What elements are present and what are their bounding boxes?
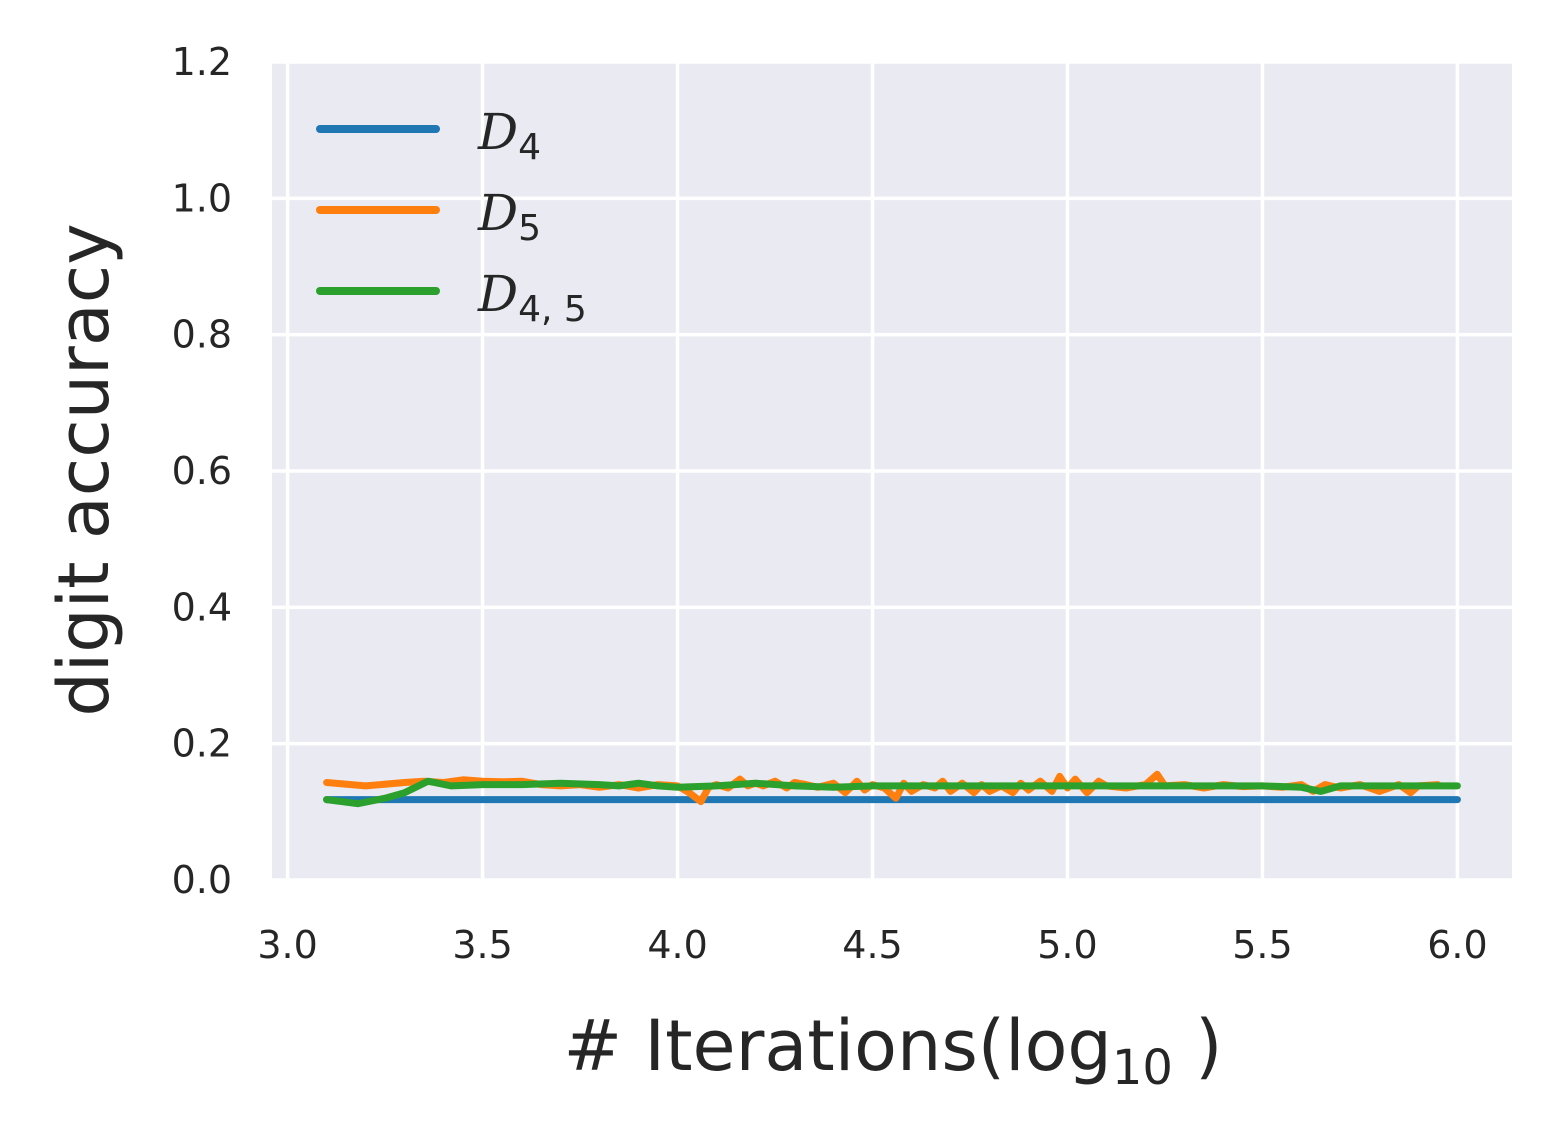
legend-label-subscript: 4 bbox=[518, 127, 541, 168]
y-tick-label: 0.2 bbox=[172, 722, 232, 766]
x-axis-label-close: ) bbox=[1173, 1005, 1223, 1087]
y-axis-label: digit accuracy bbox=[43, 223, 125, 716]
legend-label: D bbox=[477, 184, 518, 242]
y-tick-label: 0.6 bbox=[172, 449, 232, 493]
y-tick-label: 1.0 bbox=[172, 176, 232, 220]
legend-label: D bbox=[477, 265, 518, 323]
y-tick-label: 0.0 bbox=[172, 858, 232, 902]
x-tick-label: 4.0 bbox=[647, 923, 707, 967]
y-tick-label: 1.2 bbox=[172, 40, 232, 84]
x-tick-label: 3.5 bbox=[452, 923, 512, 967]
y-axis-ticks: 0.0 0.2 0.4 0.6 0.8 1.0 1.2 bbox=[172, 40, 232, 902]
x-tick-label: 4.5 bbox=[842, 923, 902, 967]
y-tick-label: 0.8 bbox=[172, 313, 232, 357]
legend-label-subscript: 5 bbox=[518, 208, 541, 249]
legend-entry-3: D4, 5 bbox=[477, 265, 587, 330]
x-axis-label-main: # Iterations(log bbox=[564, 1005, 1112, 1087]
series-layer bbox=[323, 770, 1461, 808]
x-tick-label: 6.0 bbox=[1427, 923, 1487, 967]
x-axis-label-subscript: 10 bbox=[1112, 1040, 1173, 1096]
legend-entry-1: D4 bbox=[477, 103, 541, 168]
grid bbox=[272, 60, 1512, 882]
x-tick-label: 5.0 bbox=[1037, 923, 1097, 967]
x-tick-label: 3.0 bbox=[257, 923, 317, 967]
x-axis-ticks: 3.0 3.5 4.0 4.5 5.0 5.5 6.0 bbox=[257, 923, 1487, 967]
x-tick-label: 5.5 bbox=[1232, 923, 1292, 967]
legend-label: D bbox=[477, 103, 518, 161]
legend-entry-2: D5 bbox=[477, 184, 541, 249]
series-line-3 bbox=[323, 777, 1461, 808]
x-axis-label: # Iterations(log10 ) bbox=[564, 1005, 1223, 1096]
y-tick-label: 0.4 bbox=[172, 585, 232, 629]
legend-label-subscript: 4, 5 bbox=[518, 289, 587, 330]
